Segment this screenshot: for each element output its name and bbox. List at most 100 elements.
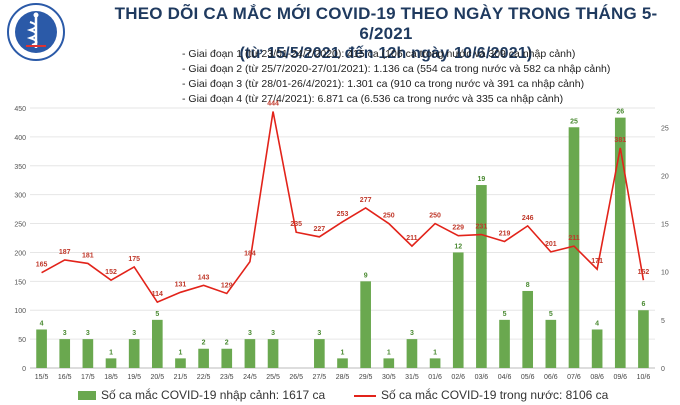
ministry-logo [6, 2, 66, 62]
line-data-label: 211 [568, 235, 579, 242]
line-data-label: 143 [198, 274, 210, 281]
x-tick-label: 02/6 [451, 374, 465, 381]
x-tick-label: 03/6 [475, 374, 489, 381]
x-tick-label: 28/5 [336, 374, 350, 381]
y-right-tick-label: 25 [661, 125, 669, 132]
x-tick-label: 26/5 [289, 374, 303, 381]
bar-data-label: 8 [526, 282, 530, 289]
bar-imported [244, 339, 256, 368]
y-right-tick-label: 15 [661, 222, 669, 229]
bar-data-label: 3 [271, 330, 275, 337]
phase-line-2: - Giai đoạn 2 (từ 25/7/2020-27/01/2021):… [182, 63, 611, 75]
x-tick-label: 17/5 [81, 374, 95, 381]
line-data-label: 250 [383, 213, 395, 220]
bar-imported [545, 319, 557, 368]
bar-imported [221, 348, 233, 368]
legend-swatch-bar [78, 391, 96, 401]
line-data-label: 250 [429, 213, 441, 220]
chart-subtitle: (từ 15/5/2021 đến 12h ngày 10/6/2021) [239, 45, 533, 62]
bar-data-label: 2 [202, 340, 206, 347]
y-left-tick-label: 400 [14, 135, 26, 142]
line-data-label: 277 [360, 197, 372, 204]
bar-imported [175, 358, 186, 368]
bar-imported [267, 339, 279, 368]
line-data-label: 253 [337, 211, 349, 218]
x-tick-label: 08/6 [590, 374, 604, 381]
bar-data-label: 3 [132, 330, 136, 337]
bar-imported [406, 339, 418, 368]
x-tick-label: 10/6 [637, 374, 651, 381]
bar-data-label: 19 [477, 176, 485, 183]
x-tick-label: 09/6 [613, 374, 627, 381]
line-data-label: 165 [36, 262, 48, 269]
line-data-label: 131 [175, 281, 187, 288]
y-left-tick-label: 450 [14, 106, 26, 113]
bar-data-label: 3 [317, 330, 321, 337]
line-data-label: 246 [522, 215, 534, 222]
bar-data-label: 3 [63, 330, 67, 337]
bar-data-label: 1 [433, 349, 437, 356]
bar-imported [499, 319, 510, 368]
x-tick-label: 04/6 [498, 374, 512, 381]
y-left-tick-label: 300 [14, 193, 26, 200]
bar-imported [128, 339, 140, 368]
x-tick-label: 20/5 [151, 374, 165, 381]
bar-imported [105, 358, 117, 368]
bar-data-label: 5 [503, 311, 507, 318]
bar-imported [314, 339, 325, 368]
bar-imported [36, 329, 47, 368]
line-data-label: 219 [499, 230, 511, 237]
line-data-label: 152 [638, 269, 650, 276]
bar-data-label: 3 [410, 330, 414, 337]
line-data-label: 171 [591, 258, 603, 265]
line-data-label: 187 [59, 249, 71, 256]
bar-data-label: 12 [454, 243, 462, 250]
bar-data-label: 6 [641, 301, 645, 308]
line-data-label: 229 [452, 225, 464, 232]
bar-imported [337, 358, 348, 368]
x-tick-label: 21/5 [174, 374, 188, 381]
y-left-tick-label: 250 [14, 222, 26, 229]
bar-data-label: 26 [616, 109, 624, 116]
bar-imported [198, 348, 209, 368]
x-tick-label: 23/5 [220, 374, 234, 381]
x-tick-label: 18/5 [104, 374, 118, 381]
line-data-label: 211 [406, 235, 417, 242]
line-domestic [41, 111, 645, 304]
bar-imported [591, 329, 603, 368]
line-data-label: 231 [476, 224, 488, 231]
bar-imported [151, 319, 163, 368]
bar-imported [476, 185, 487, 368]
y-left-tick-label: 350 [14, 164, 26, 171]
bar-data-label: 1 [387, 349, 391, 356]
bar-imported [614, 117, 626, 368]
y-left-tick-label: 150 [14, 279, 26, 286]
x-tick-label: 30/5 [382, 374, 396, 381]
phase-summary: - Giai đoạn 1 (từ 23/01-24/7/2020): 415 … [182, 47, 610, 107]
x-tick-label: 22/5 [197, 374, 211, 381]
bar-imported [59, 339, 71, 368]
line-data-label: 129 [221, 282, 233, 289]
bar-data-label: 1 [109, 349, 113, 356]
bar-imported [360, 281, 371, 368]
x-tick-label: 15/5 [35, 374, 49, 381]
bar-imported [522, 290, 534, 368]
bar-data-label: 1 [179, 349, 183, 356]
bar-imported [429, 358, 441, 368]
line-data-label: 181 [82, 252, 94, 259]
bar-data-label: 3 [86, 330, 90, 337]
line-data-label: 152 [105, 269, 117, 276]
bar-imported [638, 310, 649, 368]
x-tick-label: 05/6 [521, 374, 535, 381]
x-tick-label: 27/5 [313, 374, 327, 381]
bar-data-label: 4 [595, 320, 599, 327]
legend-item-domestic: Số ca mắc COVID-19 trong nước: 8106 ca [354, 388, 608, 402]
bar-imported [568, 127, 580, 368]
bar-data-label: 2 [225, 340, 229, 347]
x-tick-label: 31/5 [405, 374, 419, 381]
legend-label-imported: Số ca mắc COVID-19 nhập cảnh: 1617 ca [101, 388, 326, 402]
line-data-label: 235 [290, 221, 302, 228]
bar-data-label: 3 [248, 330, 252, 337]
y-right-tick-label: 5 [661, 318, 665, 325]
line-data-label: 184 [244, 251, 256, 258]
